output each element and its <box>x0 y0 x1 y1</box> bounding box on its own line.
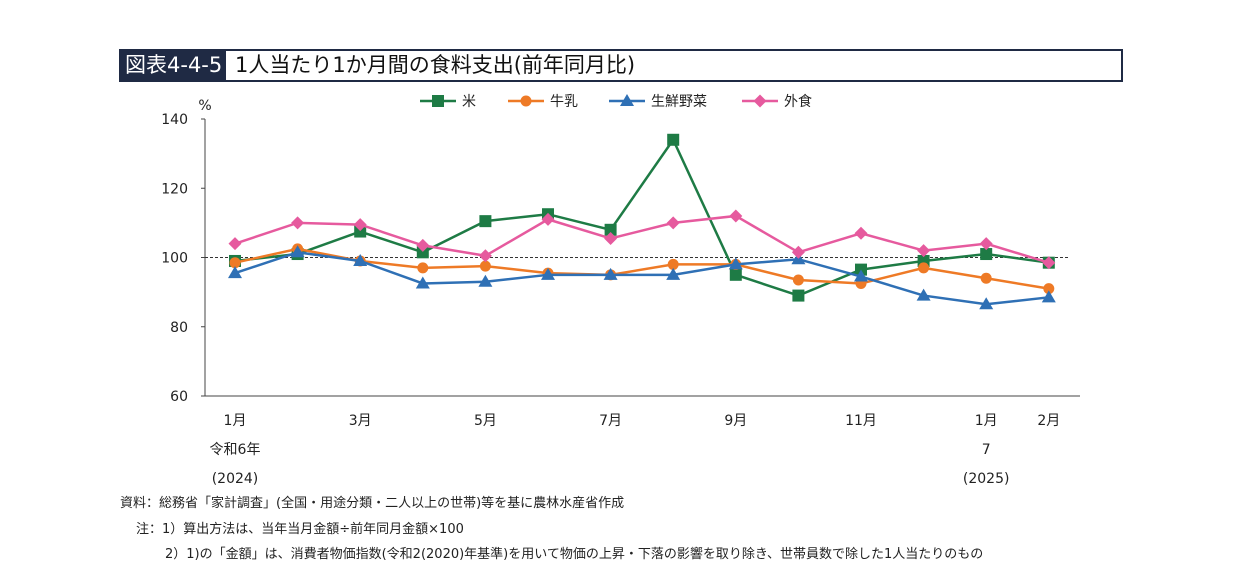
data-point <box>854 269 868 282</box>
x-tick-label: (2024) <box>212 471 259 487</box>
data-point <box>792 274 804 286</box>
legend-label: 生鮮野菜 <box>651 94 707 110</box>
legend-marker <box>432 95 444 107</box>
data-point <box>729 209 743 223</box>
x-tick-label: 令和6年 <box>210 442 261 458</box>
data-point <box>415 276 430 289</box>
x-tick-label: 7月 <box>599 413 622 429</box>
data-point <box>1043 283 1055 295</box>
legend-label: 牛乳 <box>550 94 578 110</box>
x-tick-label: 9月 <box>724 413 747 429</box>
data-point <box>666 216 680 230</box>
x-tick-label: 2月 <box>1037 413 1060 429</box>
y-axis-unit: % <box>198 98 211 114</box>
data-point <box>417 262 429 274</box>
series-line-2 <box>234 251 1049 306</box>
series-line-1 <box>234 247 1050 290</box>
data-point <box>1042 256 1056 270</box>
footnote-2: 2）1)の「金額」は、消費者物価指数(令和2(2020)年基準)を用いて物価の上… <box>165 547 984 562</box>
data-point <box>229 257 241 269</box>
data-point <box>478 249 492 263</box>
data-point <box>604 223 617 236</box>
data-point <box>980 272 992 284</box>
legend-marker <box>520 95 532 107</box>
data-point <box>228 266 242 279</box>
data-point <box>228 237 242 251</box>
data-point <box>541 267 555 280</box>
legend-label: 米 <box>462 94 476 110</box>
data-point <box>854 226 868 240</box>
chart-title-box: 図表4-4-5 1人当たり1か月間の食料支出(前年同月比) <box>119 49 1123 82</box>
data-point <box>478 274 493 287</box>
footnote-1: 注：1）算出方法は、当年当月金額÷前年同月金額×100 <box>136 522 464 537</box>
data-point <box>917 244 931 258</box>
y-tick-label: 100 <box>161 251 188 267</box>
data-point <box>290 245 305 258</box>
figure-number-label: 図表4-4-5 <box>121 51 227 80</box>
legend-marker <box>753 94 767 108</box>
x-tick-label: 11月 <box>845 413 877 429</box>
data-point <box>291 216 305 230</box>
legend-marker <box>620 94 634 106</box>
data-point <box>353 253 368 266</box>
data-point <box>353 218 367 232</box>
data-point <box>479 215 492 228</box>
source-note: 資料：総務省「家計調査」(全国・用途分類・二人以上の世帯)等を基に農林水産省作成 <box>120 496 625 511</box>
data-point <box>916 288 931 301</box>
data-point <box>792 289 805 302</box>
series-line-3 <box>234 214 1050 264</box>
series-line-0 <box>234 137 1049 297</box>
legend-label: 外食 <box>784 93 812 110</box>
data-point <box>479 260 491 272</box>
data-point <box>979 297 994 310</box>
y-tick-label: 120 <box>161 181 188 197</box>
data-point <box>979 237 993 251</box>
data-point <box>667 133 680 146</box>
x-tick-label: 1月 <box>224 413 247 429</box>
data-point <box>416 246 429 259</box>
data-point <box>1041 290 1056 303</box>
data-point <box>791 245 805 259</box>
y-tick-label: 60 <box>170 389 188 405</box>
data-point <box>416 238 430 252</box>
x-tick-label: 3月 <box>349 413 372 429</box>
x-tick-label: 5月 <box>474 413 497 429</box>
x-tick-label: 1月 <box>975 413 998 429</box>
data-point <box>728 257 743 270</box>
data-point <box>666 267 681 280</box>
y-tick-label: 80 <box>170 320 188 336</box>
chart-title: 1人当たり1か月間の食料支出(前年同月比) <box>235 53 636 77</box>
data-point <box>667 258 679 270</box>
x-tick-label: 7 <box>982 442 991 458</box>
x-tick-label: (2025) <box>963 471 1010 487</box>
data-point <box>541 212 555 226</box>
data-point <box>729 268 742 281</box>
data-point <box>980 248 993 261</box>
data-point <box>354 225 367 238</box>
data-point <box>604 231 618 245</box>
data-point <box>603 267 618 280</box>
y-tick-label: 140 <box>161 112 188 128</box>
data-point <box>918 262 930 274</box>
